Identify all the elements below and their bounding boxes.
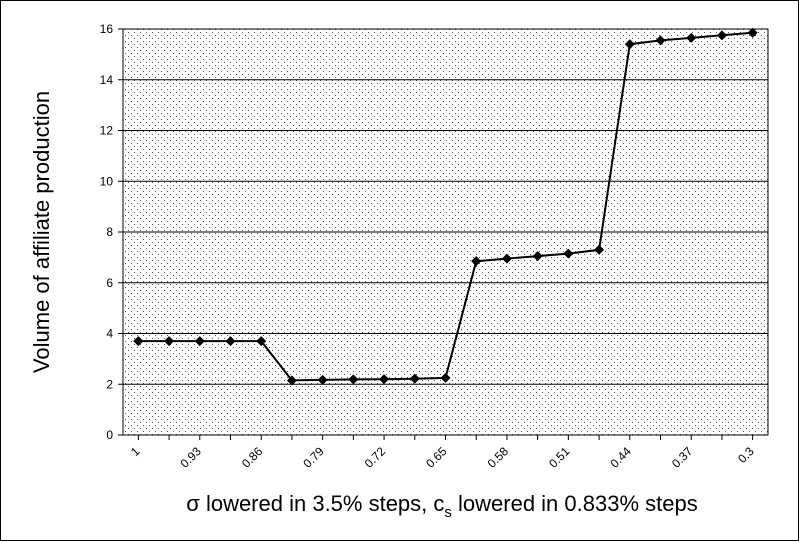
x-tick-label: 0.44 [607, 444, 634, 471]
data-point-marker [286, 375, 297, 386]
y-tick-label: 16 [100, 22, 114, 36]
y-tick-label: 4 [106, 327, 113, 341]
y-tick-label: 8 [106, 225, 113, 239]
y-tick-label: 12 [100, 124, 114, 138]
data-point-marker [194, 336, 205, 347]
x-axis: 1 0.93 0.86 0.79 0.72 0.65 0.58 0.51 0.44 0.37 0.3 [128, 435, 757, 471]
x-tick-label: 1 [128, 444, 143, 459]
data-point-marker [532, 251, 543, 262]
data-point-marker [133, 336, 144, 347]
data-point-marker [409, 373, 420, 384]
y-axis: 0 2 4 6 8 10 12 14 16 [100, 22, 123, 442]
data-point-marker [225, 336, 236, 347]
x-axis-title: σ lowered in 3.5% steps, cs lowered in 0… [186, 491, 697, 521]
y-tick-label: 14 [100, 73, 114, 87]
y-axis-title: Volume of affiliate production [29, 91, 54, 373]
data-point-marker [686, 32, 697, 43]
data-point-marker [594, 244, 605, 255]
x-tick-label: 0.3 [735, 444, 757, 466]
x-tick-label: 0.65 [423, 444, 450, 471]
x-tick-label: 0.93 [177, 444, 204, 471]
x-tick-label: 0.72 [362, 444, 389, 471]
data-point-marker [164, 336, 175, 347]
data-point-marker [440, 372, 451, 383]
data-point-marker [471, 256, 482, 267]
x-axis-title-rest: lowered in 0.833% steps [452, 491, 698, 516]
y-tick-label: 6 [106, 276, 113, 290]
series-group [133, 27, 758, 386]
data-point-marker [317, 374, 328, 385]
data-point-marker [655, 35, 666, 46]
x-tick-label: 0.86 [239, 444, 266, 471]
y-tick-label: 10 [100, 174, 114, 188]
data-point-marker [716, 30, 727, 41]
grid-lines [123, 79, 768, 385]
y-tick-label: 0 [106, 428, 113, 442]
x-tick-label: 0.51 [546, 444, 573, 471]
data-point-marker [348, 374, 359, 385]
data-point-marker [563, 248, 574, 259]
x-axis-title-subscript: s [444, 504, 452, 521]
y-tick-label: 2 [106, 377, 113, 391]
data-point-marker [256, 336, 267, 347]
data-point-marker [379, 374, 390, 385]
x-tick-label: 0.37 [669, 444, 696, 471]
data-point-marker [624, 39, 635, 50]
x-axis-title-main: σ lowered in 3.5% steps, c [186, 491, 444, 516]
x-tick-label: 0.79 [300, 444, 327, 471]
data-point-marker [747, 27, 758, 38]
x-tick-label: 0.58 [485, 444, 512, 471]
